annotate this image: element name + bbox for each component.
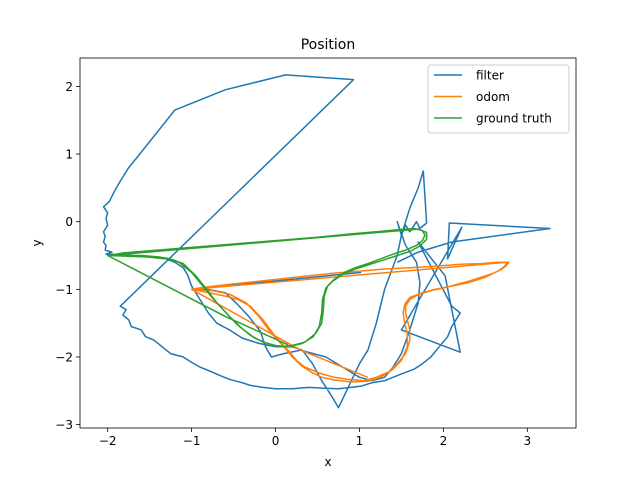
series-line-0 — [102, 74, 551, 409]
y-axis-ticks: −3 −2 −1 0 1 2 — [55, 80, 80, 432]
plot-frame — [79, 57, 577, 429]
x-axis-ticks: −2 −1 0 1 2 3 — [99, 428, 531, 448]
x-tick-label-2: 0 — [272, 434, 280, 448]
series-line-2 — [106, 227, 428, 348]
legend-label-1: odom — [476, 90, 510, 104]
y-tick-label-5: 2 — [65, 80, 73, 94]
series-line-1 — [190, 261, 510, 383]
x-tick-label-5: 3 — [524, 434, 532, 448]
x-tick-label-3: 1 — [356, 434, 364, 448]
y-tick-label-0: −3 — [55, 418, 73, 432]
y-tick-label-3: 0 — [65, 215, 73, 229]
series-lines — [102, 74, 551, 409]
y-axis-label: y — [30, 239, 44, 246]
y-tick-label-4: 1 — [65, 148, 73, 162]
x-tick-label-4: 2 — [440, 434, 448, 448]
legend-label-2: ground truth — [476, 112, 552, 126]
legend-box — [427, 64, 570, 134]
y-tick-label-1: −2 — [55, 350, 73, 364]
x-tick-label-0: −2 — [99, 434, 117, 448]
x-tick-label-1: −1 — [183, 434, 201, 448]
chart-title: Position — [301, 37, 356, 53]
legend: filter odom ground truth — [427, 64, 570, 134]
y-tick-label-2: −1 — [55, 283, 73, 297]
x-axis-label: x — [324, 455, 331, 469]
legend-label-0: filter — [476, 69, 504, 83]
